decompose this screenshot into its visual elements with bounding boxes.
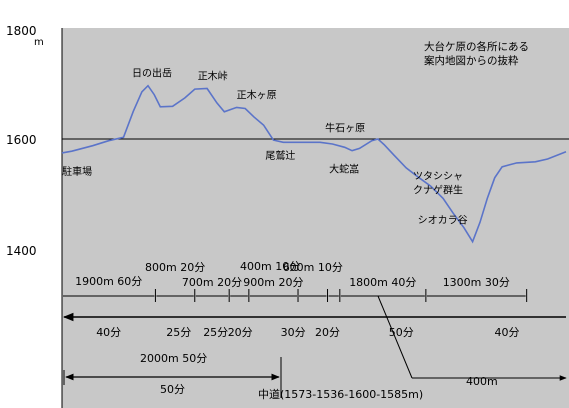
return-time-label: 40分 bbox=[495, 326, 520, 339]
return-time-label: 20分 bbox=[315, 326, 340, 339]
place-label: 日の出岳 bbox=[132, 67, 172, 80]
place-label: シオカラ谷 bbox=[418, 215, 468, 227]
place-label: 尾鷲辻 bbox=[265, 149, 295, 162]
place-label: 大蛇嵓 bbox=[329, 163, 359, 176]
short-route-note: 中道(1573-1536-1600-1585m) bbox=[258, 387, 423, 401]
source-note-line-1: 大台ケ原の各所にある bbox=[424, 40, 529, 53]
return-time-label: 25分 bbox=[166, 326, 191, 339]
elevation-profile-line bbox=[61, 84, 567, 244]
branch-pointer-line bbox=[377, 295, 413, 379]
source-note-line-2: 案内地図からの抜粋 bbox=[424, 54, 519, 67]
segment-label: 600m 10分 bbox=[283, 261, 343, 274]
place-label: 正木峠 bbox=[198, 71, 228, 83]
y-unit: m bbox=[34, 37, 44, 48]
return-time-label: 25分 bbox=[203, 326, 228, 339]
y-tick-1400: 1400 bbox=[6, 244, 37, 258]
place-label: クナゲ群生 bbox=[413, 183, 463, 196]
return-time-label: 50分 bbox=[389, 326, 414, 339]
segment-label: 1300m 30分 bbox=[443, 276, 510, 289]
place-label: ツタシシャ bbox=[413, 170, 463, 182]
segment-label: 1900m 60分 bbox=[75, 275, 142, 288]
short-route-time: 50分 bbox=[160, 383, 185, 396]
return-time-label: 40分 bbox=[96, 326, 121, 339]
return-time-label: 20分 bbox=[228, 326, 253, 339]
segment-label: 700m 20分 bbox=[182, 276, 242, 289]
return-time-label: 30分 bbox=[281, 326, 306, 339]
place-label: 正木ヶ原 bbox=[237, 89, 277, 101]
place-label: 駐車場 bbox=[62, 165, 92, 178]
segment-label: 1800m 40分 bbox=[349, 276, 416, 289]
place-label: 牛石ヶ原 bbox=[325, 121, 365, 134]
return-time-labels: 40分 25分 25分 20分 30分 20分 50分 40分 bbox=[96, 326, 519, 339]
plot-area bbox=[62, 28, 569, 408]
y-tick-1600: 1600 bbox=[6, 133, 37, 147]
segment-label: 800m 20分 bbox=[145, 261, 205, 274]
short-route-label: 2000m 50分 bbox=[140, 352, 207, 365]
branch-400m-label: 400m bbox=[466, 375, 498, 388]
y-tick-1800: 1800 bbox=[6, 24, 37, 38]
segment-label: 900m 20分 bbox=[243, 276, 303, 289]
segment-label-400m: 400m 10分 bbox=[240, 260, 300, 273]
